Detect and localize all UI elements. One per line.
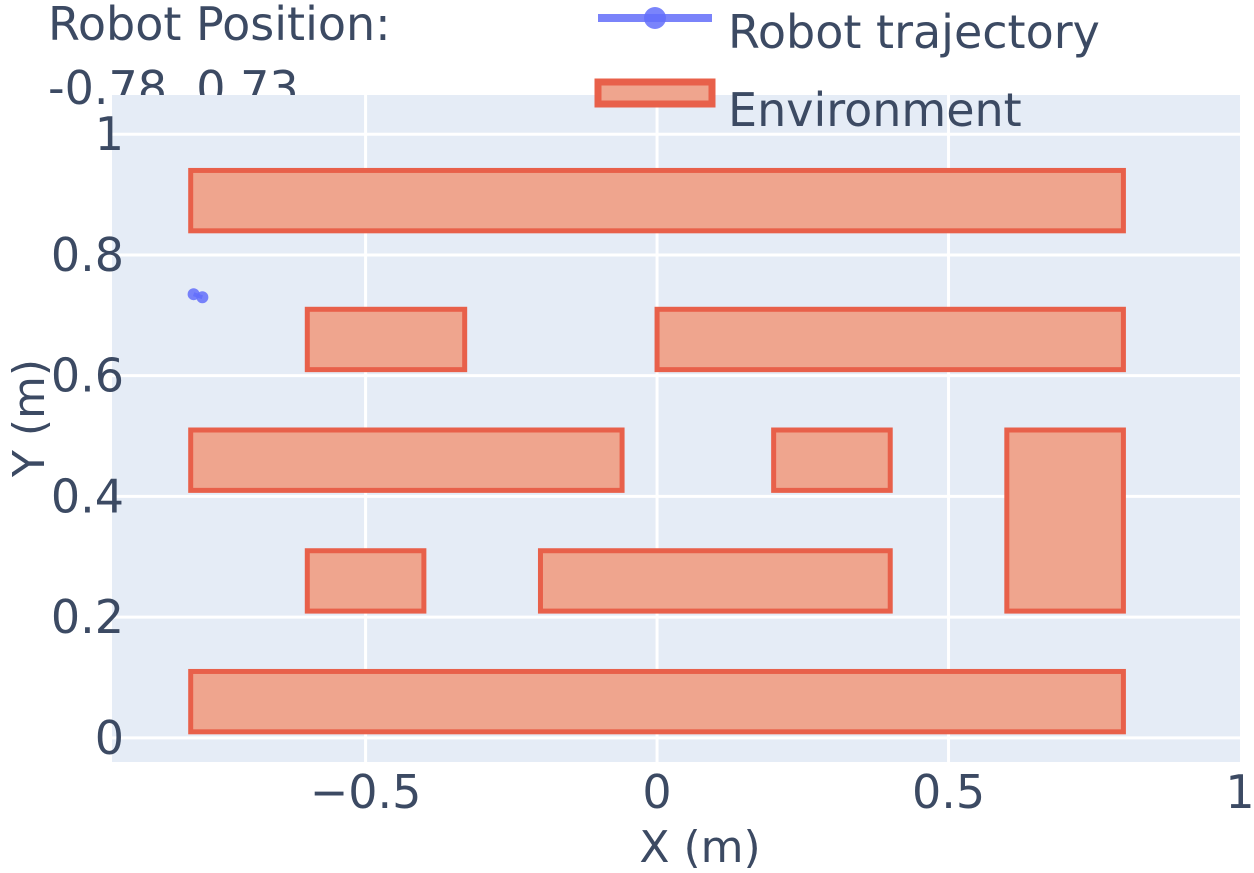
obstacle xyxy=(304,306,468,373)
y-tick-label: 0.4 xyxy=(51,469,124,523)
legend-trajectory-marker xyxy=(644,7,666,29)
x-axis-label: X (m) xyxy=(639,822,760,873)
y-tick-label: 0.6 xyxy=(51,349,124,403)
y-tick-label: 0.2 xyxy=(51,590,124,644)
y-axis-label: Y (m) xyxy=(4,359,55,478)
y-tick-label: 0 xyxy=(95,711,124,765)
chart-title: Robot Position: xyxy=(48,0,391,51)
obstacle xyxy=(1004,427,1126,614)
legend: Robot trajectory Environment xyxy=(594,5,1100,137)
obstacle xyxy=(537,548,893,614)
trajectory-point xyxy=(196,291,209,304)
x-tick-label: 0 xyxy=(642,765,671,819)
legend-item-robot-trajectory[interactable]: Robot trajectory xyxy=(598,5,1100,59)
axis-ticks: −0.5 0 0.5 1 0 0.2 0.4 0.6 0.8 1 xyxy=(51,107,1254,819)
obstacle xyxy=(188,167,1126,234)
legend-label-robot-trajectory: Robot trajectory xyxy=(728,5,1100,59)
x-tick-label: 0.5 xyxy=(912,765,985,819)
obstacle xyxy=(654,306,1126,373)
legend-label-environment: Environment xyxy=(728,83,1022,137)
y-tick-label: 1 xyxy=(95,107,124,161)
grid-lines xyxy=(112,95,1240,762)
robot-trajectory xyxy=(187,288,209,304)
environment-obstacles xyxy=(188,167,1126,735)
legend-item-environment[interactable]: Environment xyxy=(594,78,1022,137)
obstacle xyxy=(304,548,427,614)
obstacle xyxy=(188,668,1126,735)
legend-environment-swatch xyxy=(594,78,716,108)
x-tick-label: −0.5 xyxy=(310,765,422,819)
obstacle xyxy=(771,427,893,493)
y-tick-label: 0.8 xyxy=(51,228,124,282)
x-tick-label: 1 xyxy=(1225,765,1254,819)
obstacle xyxy=(188,427,625,493)
